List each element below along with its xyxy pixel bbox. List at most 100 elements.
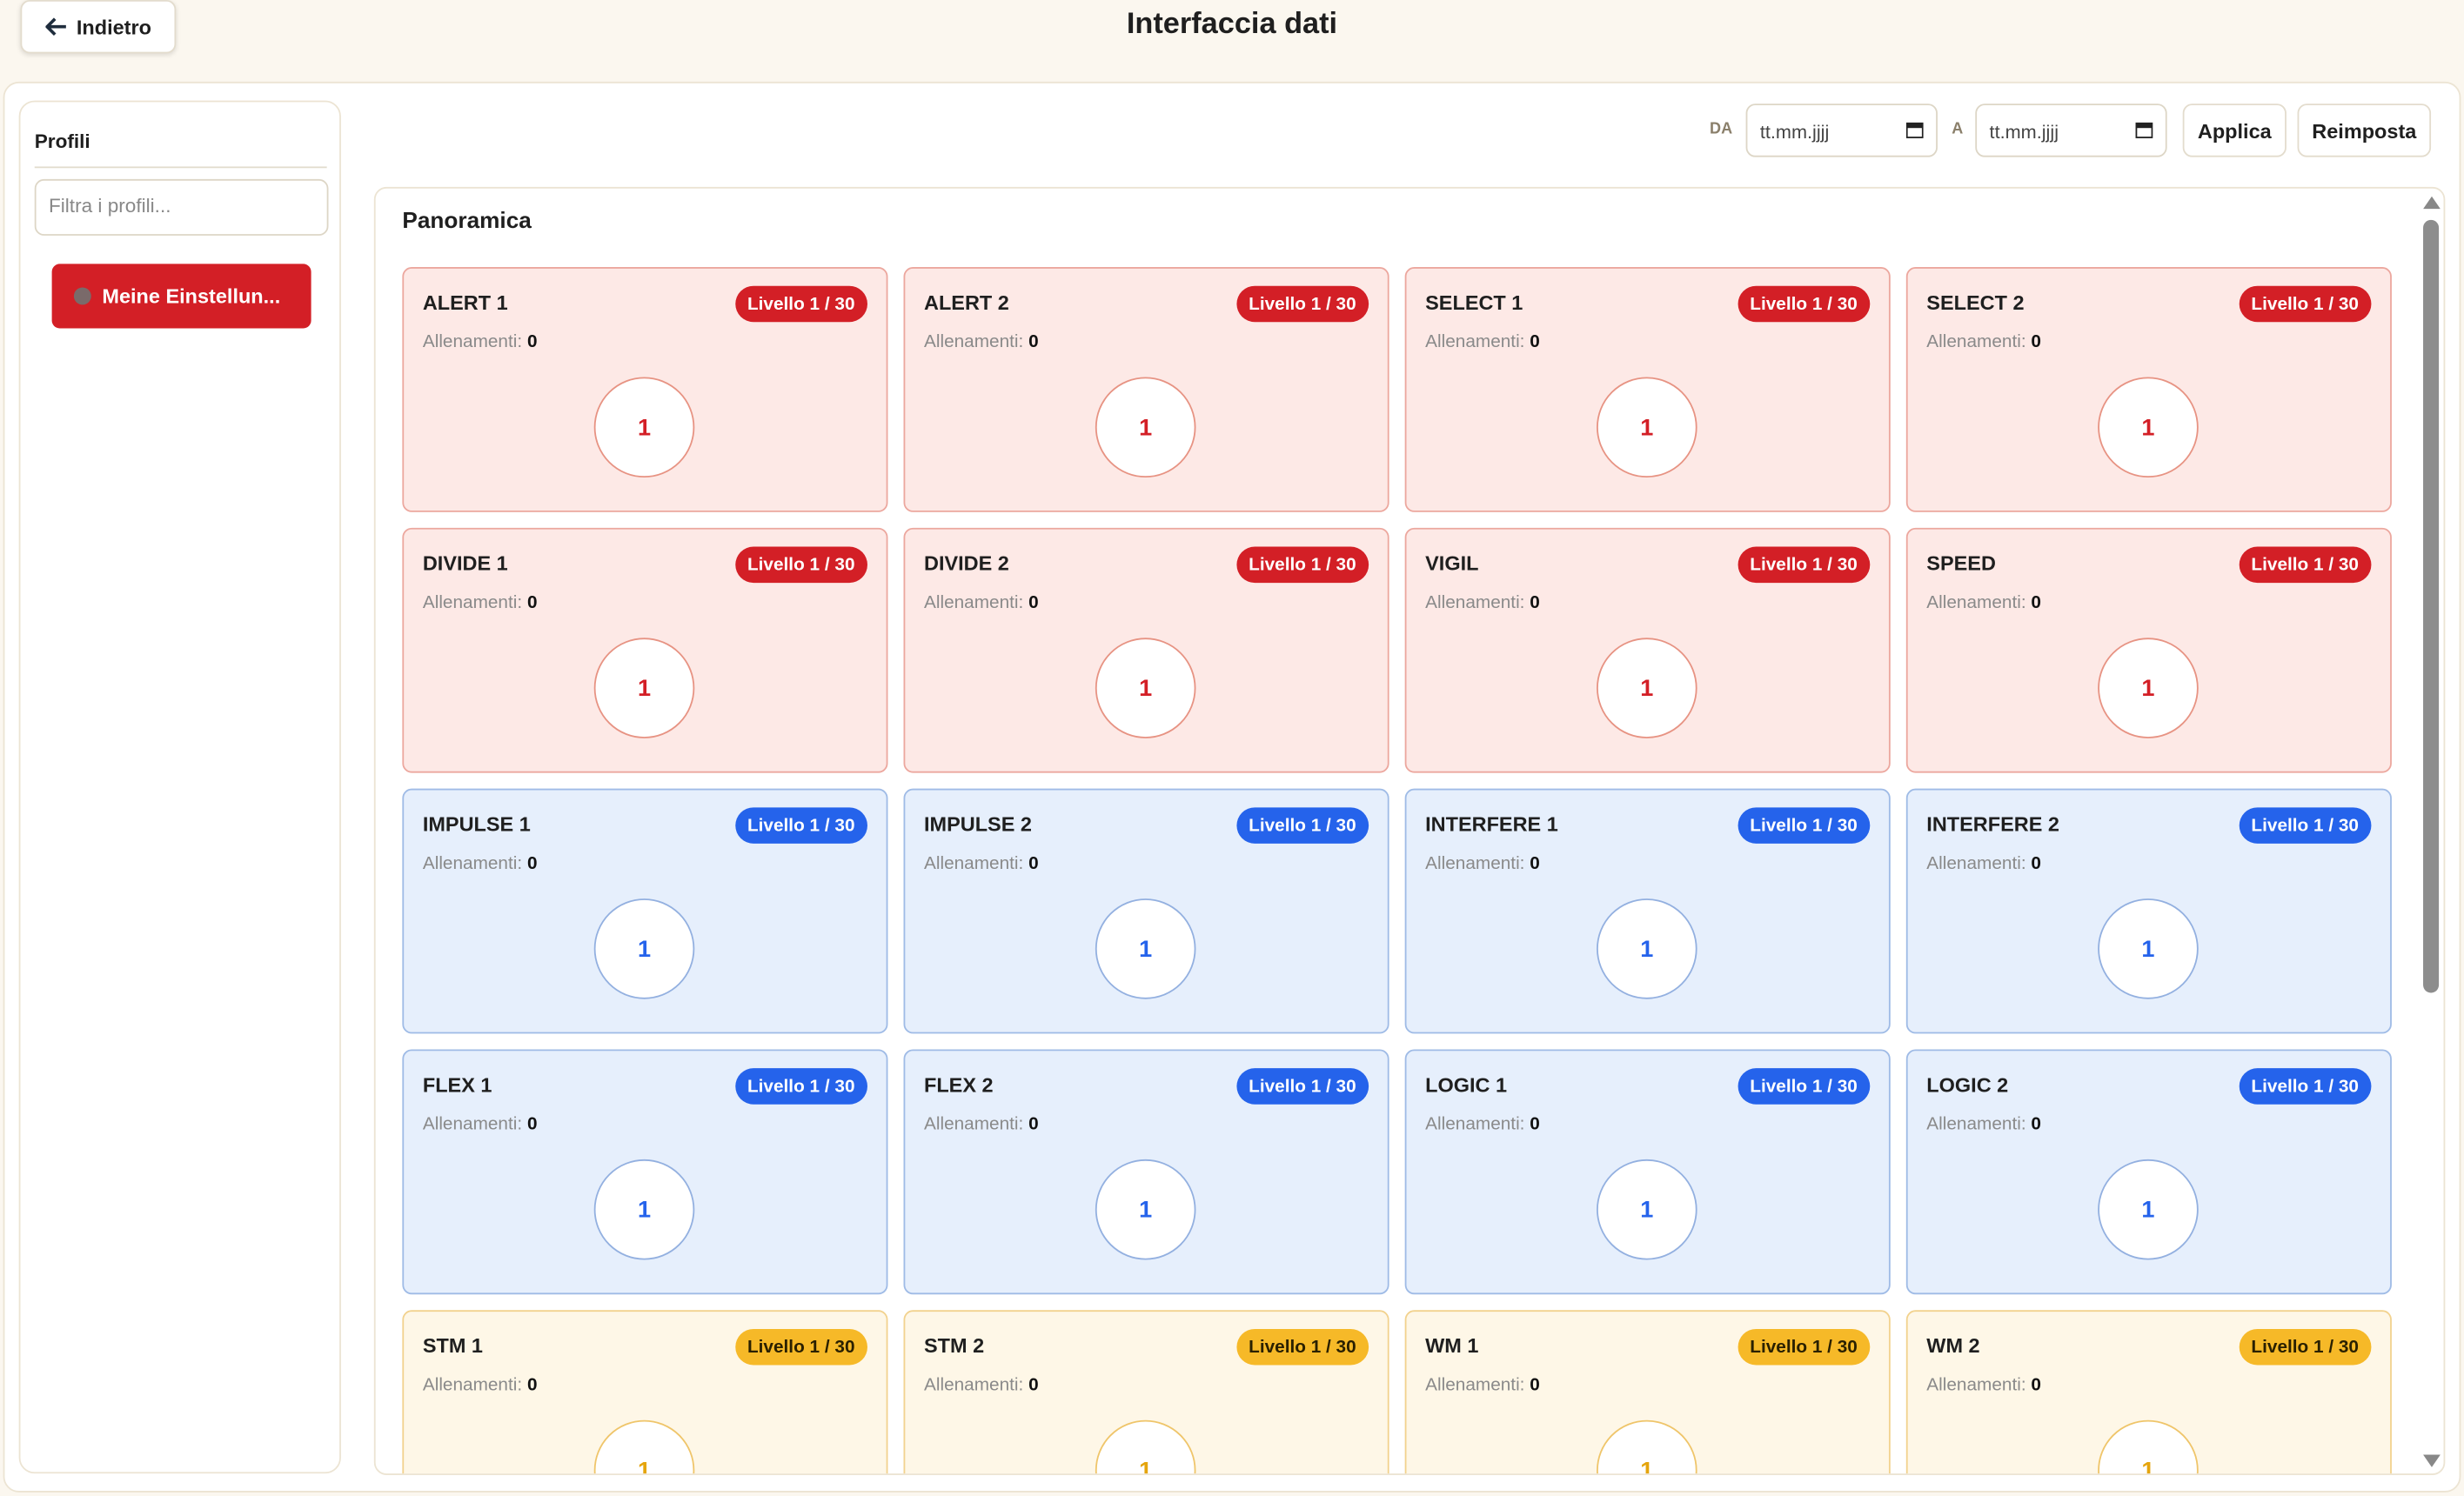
- level-badge: Livello 1 / 30: [1737, 1068, 1871, 1105]
- level-badge: Livello 1 / 30: [2238, 807, 2372, 844]
- level-circle: 1: [2098, 1419, 2199, 1474]
- trainings-label: Allenamenti:: [422, 854, 523, 874]
- skill-card[interactable]: INTERFERE 2 Livello 1 / 30 Allenamenti: 0 1: [1905, 788, 2392, 1034]
- skill-card[interactable]: STM 2 Livello 1 / 30 Allenamenti: 0 1: [903, 1310, 1389, 1474]
- trainings-count: 0: [2031, 854, 2041, 874]
- level-badge: Livello 1 / 30: [2238, 546, 2372, 584]
- level-badge: Livello 1 / 30: [2238, 1068, 2372, 1105]
- trainings-label: Allenamenti:: [422, 332, 523, 352]
- reset-button[interactable]: Reimposta: [2297, 104, 2432, 157]
- skill-card[interactable]: DIVIDE 1 Livello 1 / 30 Allenamenti: 0 1: [402, 527, 888, 773]
- skill-card[interactable]: DIVIDE 2 Livello 1 / 30 Allenamenti: 0 1: [903, 527, 1389, 773]
- skill-card[interactable]: ALERT 2 Livello 1 / 30 Allenamenti: 0 1: [903, 267, 1389, 512]
- page-title: Interfaccia dati: [1126, 8, 1338, 41]
- trainings-label: Allenamenti:: [1425, 593, 1525, 613]
- card-name: WM 2: [1926, 1333, 1980, 1358]
- level-badge: Livello 1 / 30: [1235, 1068, 1369, 1105]
- skill-card[interactable]: ALERT 1 Livello 1 / 30 Allenamenti: 0 1: [402, 267, 888, 512]
- scrollbar-thumb[interactable]: [2423, 219, 2440, 993]
- level-circle: 1: [1095, 1159, 1196, 1260]
- card-name: DIVIDE 2: [923, 551, 1009, 576]
- skill-card[interactable]: LOGIC 2 Livello 1 / 30 Allenamenti: 0 1: [1905, 1049, 2392, 1295]
- level-badge: Livello 1 / 30: [734, 285, 867, 323]
- level-badge: Livello 1 / 30: [1235, 1328, 1369, 1366]
- level-badge: Livello 1 / 30: [1737, 1328, 1871, 1366]
- card-name: IMPULSE 1: [422, 811, 531, 836]
- skill-card[interactable]: SELECT 2 Livello 1 / 30 Allenamenti: 0 1: [1905, 267, 2392, 512]
- trainings-label: Allenamenti:: [1926, 1376, 2026, 1395]
- trainings-label: Allenamenti:: [1926, 854, 2026, 874]
- skill-card[interactable]: VIGIL Livello 1 / 30 Allenamenti: 0 1: [1404, 527, 1891, 773]
- card-name: VIGIL: [1425, 551, 1479, 576]
- back-arrow: [44, 17, 66, 37]
- skill-card[interactable]: SPEED Livello 1 / 30 Allenamenti: 0 1: [1905, 527, 2392, 773]
- apply-button[interactable]: Applica: [2182, 104, 2287, 157]
- level-circle: 1: [1095, 898, 1196, 999]
- level-badge: Livello 1 / 30: [1737, 807, 1871, 844]
- filter-input[interactable]: Filtra i profili...: [34, 178, 329, 236]
- trainings: Allenamenti: 0: [1425, 855, 1540, 874]
- skill-card[interactable]: WM 1 Livello 1 / 30 Allenamenti: 0 1: [1404, 1310, 1891, 1474]
- trainings-label: Allenamenti:: [422, 1115, 523, 1135]
- trainings-count: 0: [2031, 1115, 2041, 1135]
- trainings-count: 0: [1028, 332, 1039, 352]
- trainings: Allenamenti: 0: [423, 1376, 538, 1395]
- overview-panel: Panoramica ALERT 1 Livello 1 / 30 Allename…: [373, 186, 2446, 1475]
- card-name: LOGIC 2: [1926, 1072, 2009, 1097]
- card-name: ALERT 1: [422, 291, 508, 315]
- trainings-count: 0: [526, 332, 538, 352]
- trainings-count: 0: [1530, 332, 1540, 352]
- trainings: Allenamenti: 0: [1425, 594, 1540, 613]
- trainings-count: 0: [1530, 593, 1540, 613]
- trainings: Allenamenti: 0: [423, 1115, 538, 1134]
- level-circle: 1: [593, 1159, 695, 1260]
- level-circle: 1: [1597, 898, 1697, 999]
- skill-card[interactable]: INTERFERE 1 Livello 1 / 30 Allenamenti: 0 1: [1404, 788, 1891, 1034]
- trainings-count: 0: [2031, 332, 2041, 352]
- card-name: WM 1: [1425, 1333, 1479, 1358]
- level-circle: 1: [593, 898, 695, 999]
- level-badge: Livello 1 / 30: [2238, 1328, 2372, 1366]
- skill-card[interactable]: SELECT 1 Livello 1 / 30 Allenamenti: 0 1: [1404, 267, 1891, 512]
- trainings-label: Allenamenti:: [923, 854, 1024, 874]
- trainings: Allenamenti: 0: [1425, 1115, 1540, 1134]
- trainings: Allenamenti: 0: [924, 855, 1039, 874]
- card-name: INTERFERE 2: [1926, 811, 2059, 836]
- scroll-down[interactable]: [2423, 1454, 2441, 1467]
- skill-card[interactable]: WM 2 Livello 1 / 30 Allenamenti: 0 1: [1905, 1310, 2392, 1474]
- scroll-up[interactable]: [2423, 196, 2441, 210]
- card-name: ALERT 2: [923, 291, 1009, 315]
- profile-button[interactable]: Meine Einstellun...: [51, 264, 311, 329]
- trainings-count: 0: [526, 1376, 538, 1395]
- card-name: SELECT 1: [1425, 291, 1523, 315]
- to-placeholder: tt.mm.jjjj: [1989, 121, 2059, 144]
- skill-card[interactable]: IMPULSE 1 Livello 1 / 30 Allenamenti: 0 1: [402, 788, 888, 1034]
- level-circle: 1: [2098, 377, 2199, 478]
- trainings: Allenamenti: 0: [924, 1376, 1039, 1395]
- skill-card[interactable]: FLEX 1 Livello 1 / 30 Allenamenti: 0 1: [402, 1049, 888, 1295]
- trainings-label: Allenamenti:: [923, 1376, 1024, 1395]
- trainings-count: 0: [1530, 854, 1540, 874]
- skill-card[interactable]: STM 1 Livello 1 / 30 Allenamenti: 0 1: [402, 1310, 888, 1474]
- level-badge: Livello 1 / 30: [734, 807, 867, 844]
- trainings: Allenamenti: 0: [423, 594, 538, 613]
- trainings-label: Allenamenti:: [1425, 1115, 1525, 1135]
- trainings: Allenamenti: 0: [423, 855, 538, 874]
- card-name: STM 1: [422, 1333, 484, 1358]
- trainings: Allenamenti: 0: [924, 1115, 1039, 1134]
- level-circle: 1: [1597, 1159, 1697, 1260]
- skill-card[interactable]: IMPULSE 2 Livello 1 / 30 Allenamenti: 0 1: [903, 788, 1389, 1034]
- from-date[interactable]: tt.mm.jjjj: [1745, 104, 1938, 157]
- trainings: Allenamenti: 0: [423, 333, 538, 352]
- level-circle: 1: [1095, 638, 1196, 738]
- skill-card[interactable]: FLEX 2 Livello 1 / 30 Allenamenti: 0 1: [903, 1049, 1389, 1295]
- skill-card[interactable]: LOGIC 1 Livello 1 / 30 Allenamenti: 0 1: [1404, 1049, 1891, 1295]
- to-date[interactable]: tt.mm.jjjj: [1975, 104, 2167, 157]
- back-label: Indietro: [76, 15, 151, 39]
- level-badge: Livello 1 / 30: [2238, 285, 2372, 323]
- trainings-count: 0: [1028, 1115, 1039, 1135]
- trainings-count: 0: [526, 593, 538, 613]
- sidebar-title: Profili: [34, 130, 90, 153]
- back-button[interactable]: Indietro: [20, 0, 177, 54]
